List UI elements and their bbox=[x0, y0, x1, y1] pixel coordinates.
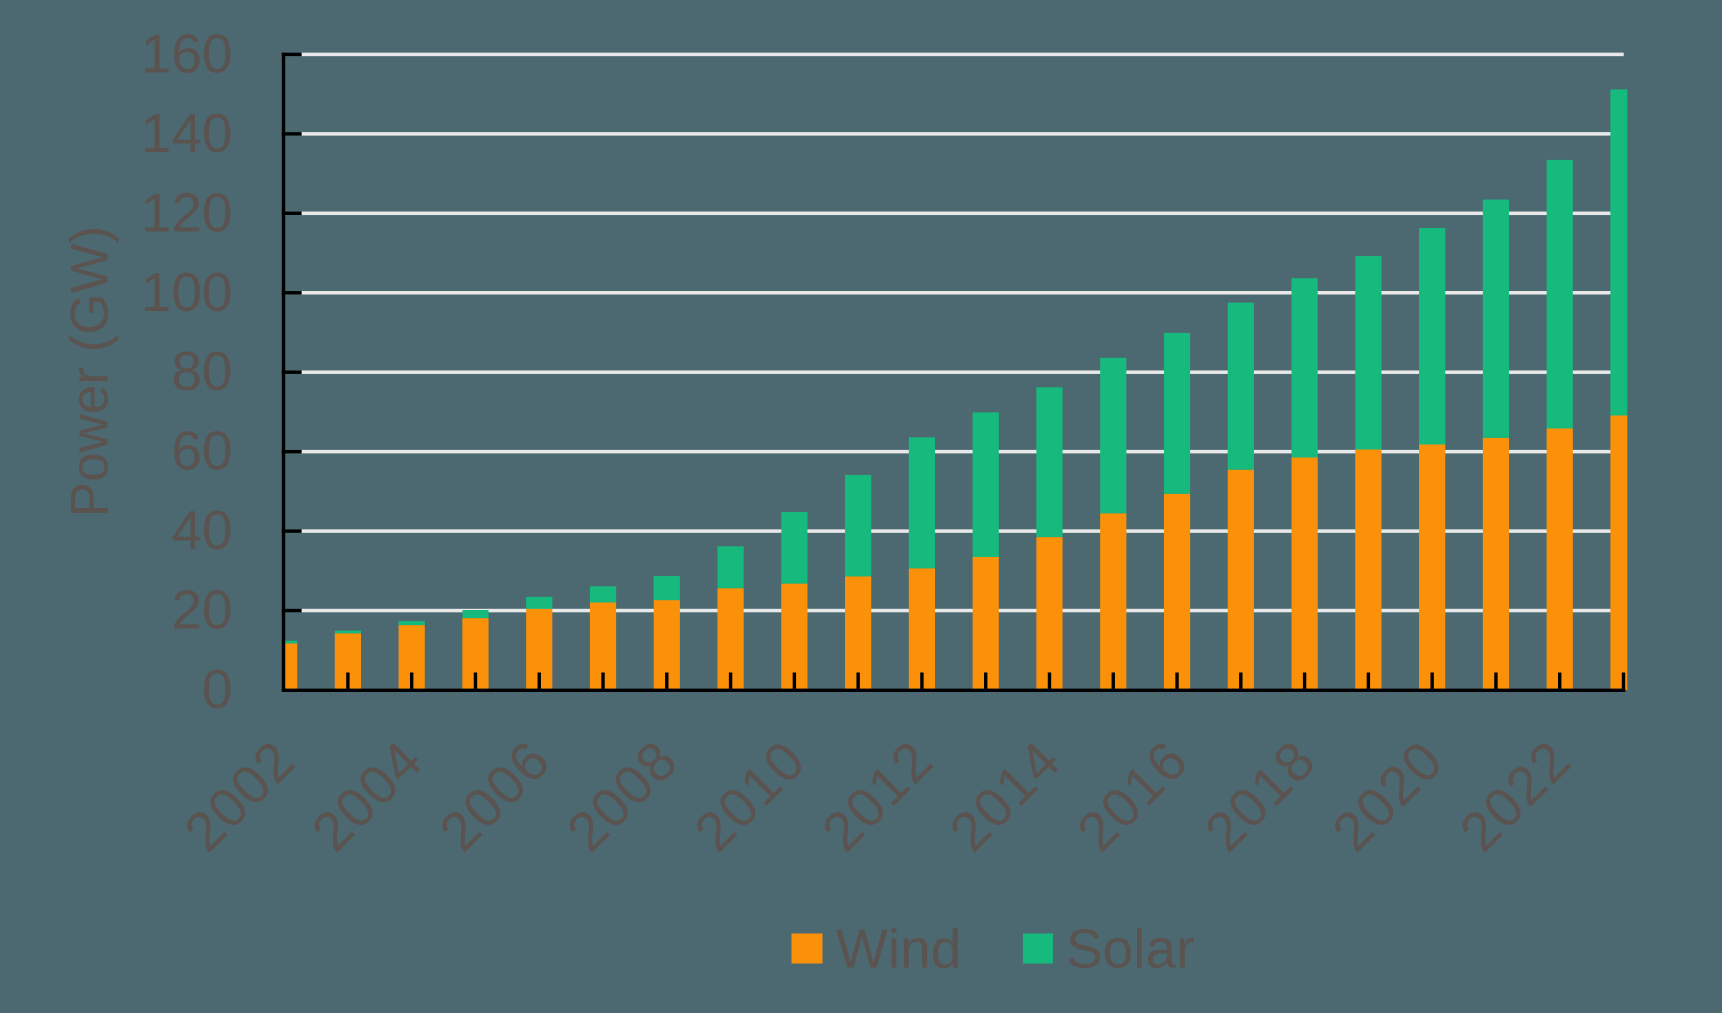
svg-text:Solar: Solar bbox=[1066, 918, 1194, 980]
svg-text:120: 120 bbox=[141, 181, 233, 243]
svg-text:160: 160 bbox=[141, 22, 233, 84]
svg-text:Power (GW): Power (GW) bbox=[61, 226, 120, 518]
svg-text:0: 0 bbox=[202, 658, 233, 720]
svg-text:Wind: Wind bbox=[836, 918, 961, 980]
svg-text:80: 80 bbox=[171, 340, 232, 402]
svg-text:100: 100 bbox=[141, 261, 233, 323]
svg-text:140: 140 bbox=[141, 102, 233, 164]
svg-text:40: 40 bbox=[171, 499, 232, 561]
svg-text:60: 60 bbox=[171, 420, 232, 482]
svg-text:20: 20 bbox=[171, 579, 232, 641]
